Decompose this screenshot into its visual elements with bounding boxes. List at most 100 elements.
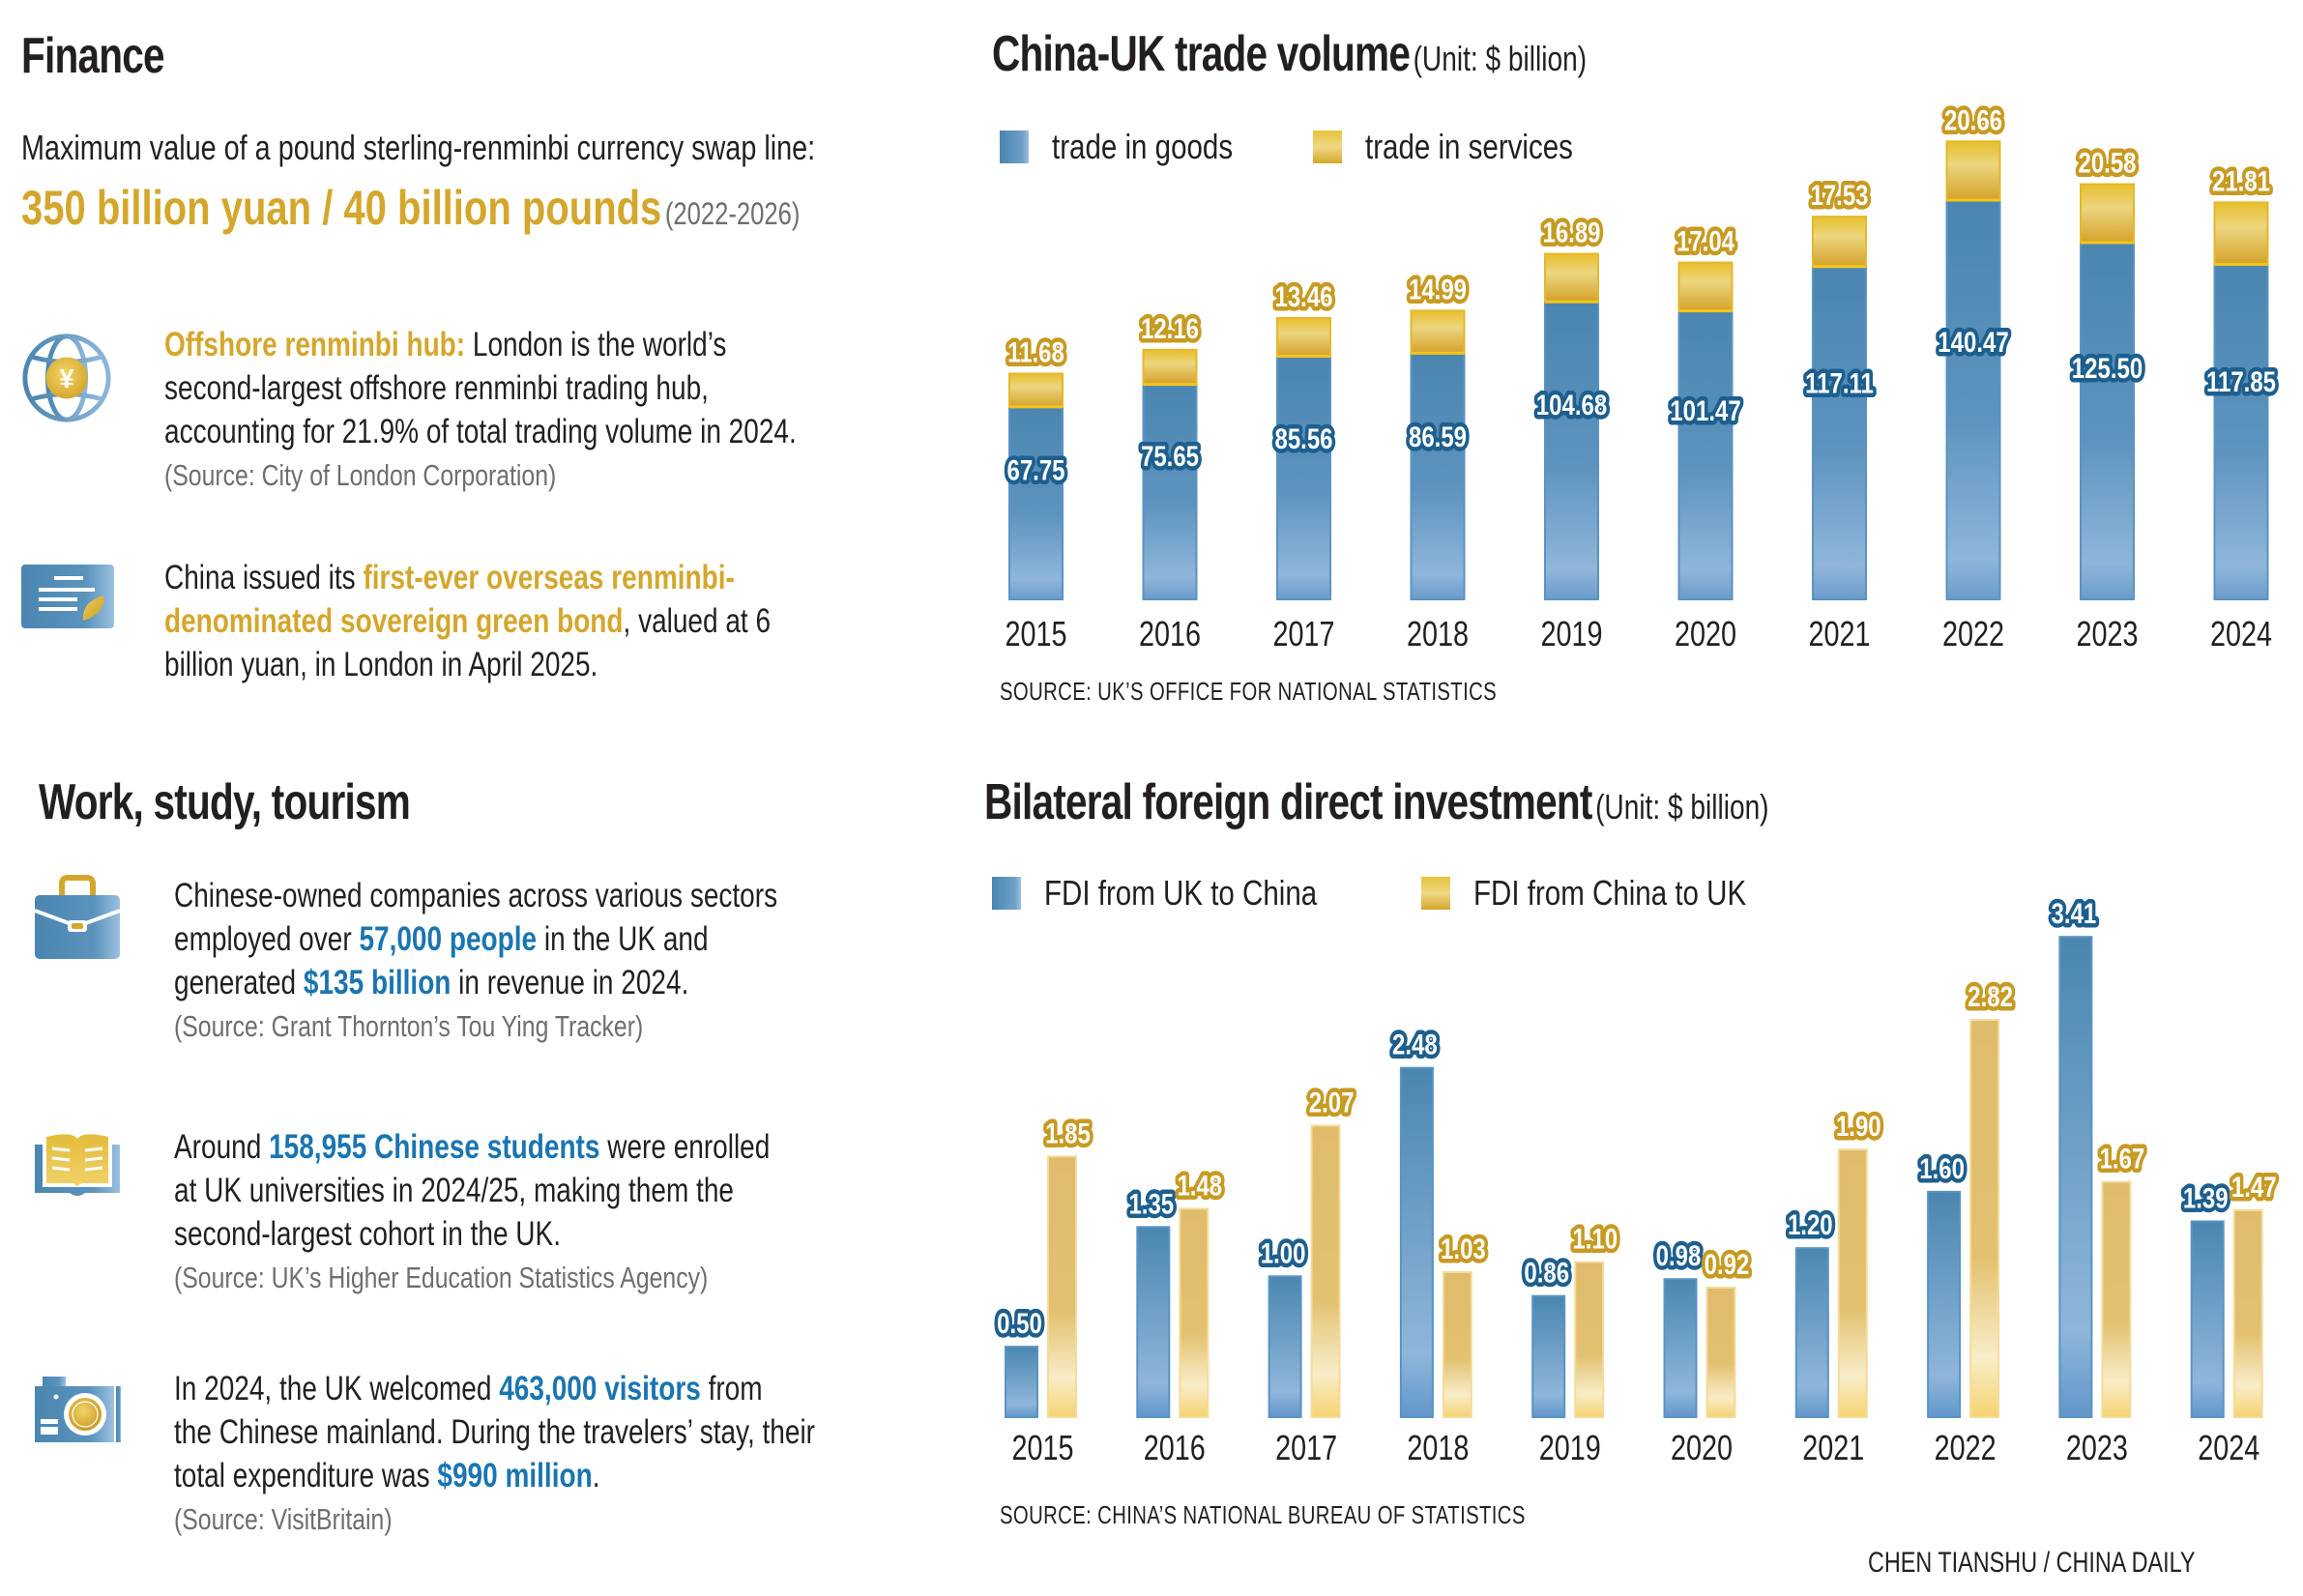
green-bond-post: , valued at 6 <box>623 602 772 640</box>
svg-text:2019: 2019 <box>1540 614 1602 653</box>
label-fdi-uk-to-china-2018: 2.482.48 <box>1388 1024 1442 1064</box>
open-book-icon <box>33 1129 122 1201</box>
bar-trade-goods-2015 <box>1008 405 1064 600</box>
bar-trade-services-2023 <box>2080 183 2135 245</box>
bar-trade-goods-2017 <box>1276 355 1331 601</box>
companies-line3-post: in revenue in 2024. <box>451 964 689 1001</box>
svg-text:2024: 2024 <box>2210 614 2272 653</box>
svg-text:86.59: 86.59 <box>1409 421 1467 453</box>
svg-text:2.48: 2.48 <box>1392 1028 1438 1060</box>
x-tick-fdi-2023: 2023 <box>2066 1428 2128 1467</box>
svg-text:21.81: 21.81 <box>2212 164 2270 197</box>
bar-fdi-uk-to-china-2021 <box>1794 1247 1829 1418</box>
visitors-highlight: 463,000 visitors <box>499 1370 701 1407</box>
offshore-hub-line2: second-largest offshore renminbi trading… <box>164 369 709 407</box>
svg-text:2.48: 2.48 <box>1392 1028 1438 1060</box>
expenditure-highlight: $990 million <box>437 1457 593 1494</box>
visitors-line1-pre: In 2024, the UK welcomed <box>174 1370 500 1407</box>
bar-trade-services-2020 <box>1677 261 1734 312</box>
fdi-chart-title: Bilateral foreign direct investment <box>984 774 1592 830</box>
students-highlight: 158,955 Chinese students <box>269 1128 600 1166</box>
students-line3: second-largest cohort in the UK. <box>174 1215 561 1253</box>
svg-text:85.56: 85.56 <box>1274 421 1332 454</box>
companies-revenue-highlight: $135 billion <box>303 964 452 1001</box>
svg-text:11.68: 11.68 <box>1007 335 1064 368</box>
x-tick-trade-2022: 2022 <box>1942 614 2004 653</box>
svg-text:2015: 2015 <box>1005 614 1066 653</box>
visitors-paragraph: In 2024, the UK welcomed 463,000 visitor… <box>174 1367 815 1541</box>
svg-text:2022: 2022 <box>1935 1428 1997 1467</box>
svg-text:17.53: 17.53 <box>1810 179 1868 212</box>
svg-text:125.50: 125.50 <box>2072 352 2143 385</box>
bar-trade-services-2021 <box>1812 216 1867 268</box>
svg-text:¥: ¥ <box>59 363 74 393</box>
svg-text:75.65: 75.65 <box>1141 439 1199 472</box>
students-source: (Source: UK’s Higher Education Statistic… <box>174 1261 709 1294</box>
label-fdi-uk-to-china-2021: 1.201.20 <box>1784 1204 1837 1245</box>
svg-text:1.60: 1.60 <box>1919 1151 1965 1184</box>
visitors-line1-post: from <box>700 1370 763 1407</box>
svg-text:2.82: 2.82 <box>1968 980 2013 1013</box>
svg-text:1.47: 1.47 <box>2231 1170 2277 1203</box>
svg-text:13.46: 13.46 <box>1274 279 1332 312</box>
label-fdi-uk-to-china-2015: 0.500.50 <box>993 1303 1046 1344</box>
bar-fdi-uk-to-china-2024 <box>2190 1220 2225 1418</box>
bar-fdi-china-to-uk-2020 <box>1705 1286 1736 1418</box>
svg-text:67.75: 67.75 <box>1006 453 1064 486</box>
svg-text:1.67: 1.67 <box>2100 1142 2145 1175</box>
svg-text:117.85: 117.85 <box>2206 365 2276 398</box>
label-fdi-uk-to-china-2019: 0.860.86 <box>1520 1252 1573 1292</box>
offshore-hub-line1: London is the world’s <box>465 326 727 363</box>
svg-text:86.59: 86.59 <box>1409 421 1467 453</box>
svg-text:17.04: 17.04 <box>1676 224 1735 257</box>
x-tick-fdi-2024: 2024 <box>2198 1428 2259 1467</box>
svg-text:3.41: 3.41 <box>2052 897 2097 930</box>
offshore-hub-highlight: Offshore renminbi hub: <box>164 326 466 363</box>
bar-fdi-china-to-uk-2023 <box>2101 1180 2132 1418</box>
bar-trade-goods-2021 <box>1812 265 1867 600</box>
x-tick-trade-2016: 2016 <box>1139 614 1201 653</box>
x-tick-fdi-2022: 2022 <box>1935 1428 1997 1467</box>
bar-fdi-china-to-uk-2018 <box>1442 1270 1472 1418</box>
svg-text:0.50: 0.50 <box>997 1307 1042 1340</box>
svg-text:1.10: 1.10 <box>1572 1222 1618 1255</box>
label-fdi-uk-to-china-2023: 3.413.41 <box>2048 893 2101 934</box>
bar-fdi-china-to-uk-2019 <box>1574 1261 1605 1419</box>
svg-text:13.46: 13.46 <box>1274 279 1332 312</box>
companies-employees-highlight: 57,000 people <box>359 920 538 958</box>
svg-text:12.16: 12.16 <box>1141 311 1199 344</box>
label-fdi-china-to-uk-2023: 1.671.67 <box>2096 1138 2149 1178</box>
svg-text:17.53: 17.53 <box>1810 179 1868 212</box>
svg-text:117.85: 117.85 <box>2206 365 2276 398</box>
x-tick-trade-2024: 2024 <box>2210 614 2272 653</box>
students-line2: at UK universities in 2024/25, making th… <box>174 1172 734 1209</box>
bar-trade-goods-2023 <box>2080 242 2135 600</box>
svg-text:1.48: 1.48 <box>1177 1169 1222 1202</box>
svg-text:1.39: 1.39 <box>2183 1181 2229 1214</box>
svg-text:101.47: 101.47 <box>1670 393 1740 426</box>
svg-text:0.98: 0.98 <box>1656 1239 1702 1272</box>
offshore-hub-line3: accounting for 21.9% of total trading vo… <box>164 413 797 450</box>
bar-fdi-uk-to-china-2023 <box>2058 936 2093 1419</box>
legend-label-uk-to-china: FDI from UK to China <box>1044 873 1318 913</box>
bar-trade-goods-2024 <box>2213 263 2269 600</box>
svg-text:14.99: 14.99 <box>1409 273 1467 305</box>
svg-text:1.48: 1.48 <box>1177 1169 1222 1202</box>
svg-text:140.47: 140.47 <box>1938 325 2008 358</box>
bar-trade-services-2017 <box>1276 316 1331 358</box>
bar-fdi-china-to-uk-2021 <box>1837 1148 1868 1418</box>
camera-icon <box>33 1377 122 1444</box>
svg-text:1.85: 1.85 <box>1045 1117 1091 1149</box>
bar-trade-services-2022 <box>1945 140 2001 202</box>
legend-swatch-services <box>1313 131 1342 163</box>
